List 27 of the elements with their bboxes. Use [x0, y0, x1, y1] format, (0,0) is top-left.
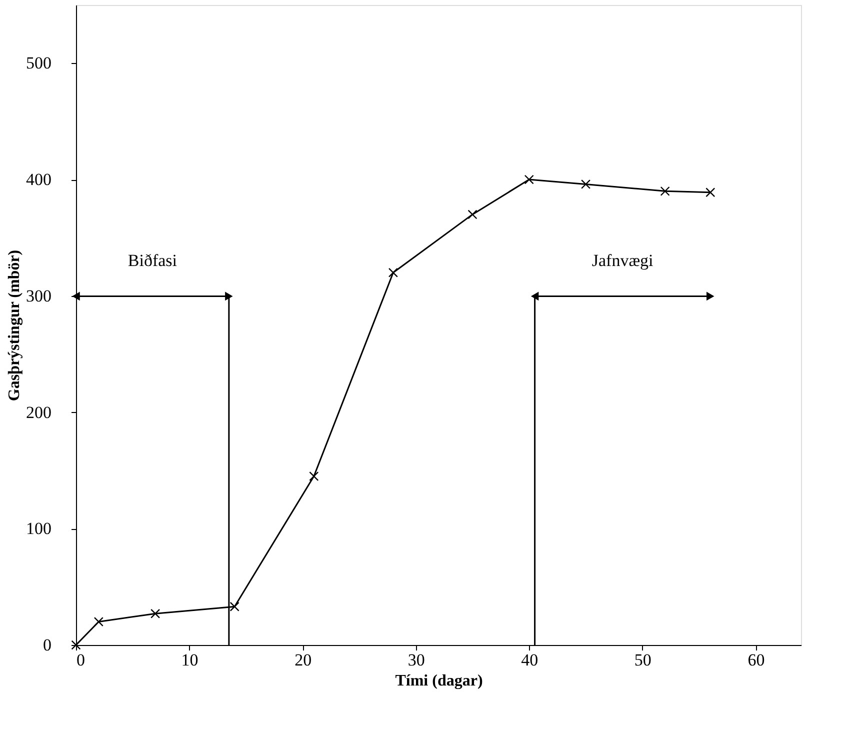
- point: [309, 471, 319, 482]
- y-tick-label: 0: [43, 636, 52, 654]
- y-tick-label: 200: [26, 402, 52, 422]
- y-tick-label: 500: [26, 54, 52, 73]
- x-tick-label: 50: [634, 650, 652, 670]
- point: [468, 210, 478, 220]
- y-axis-title: Gasþrýstingur (mbör): [6, 250, 23, 402]
- point: [524, 174, 534, 184]
- annotation: Biðfasi: [128, 251, 178, 270]
- point: [94, 616, 104, 627]
- point: [660, 186, 670, 196]
- x-tick-label: 60: [748, 650, 765, 670]
- x-axis-title: Tími (dagar): [395, 672, 483, 690]
- point: [230, 602, 240, 612]
- point: [388, 268, 398, 278]
- point: [706, 188, 716, 198]
- x-tick-label: 30: [408, 650, 425, 670]
- y-tick-label: 100: [26, 519, 52, 538]
- x-tick-label: 40: [521, 650, 538, 670]
- y-tick-label: 400: [26, 170, 52, 190]
- annotation: Jafnvægi: [592, 251, 654, 270]
- point: [580, 179, 591, 189]
- x-tick-label: 0: [76, 650, 85, 670]
- x-tick-label: 20: [294, 650, 312, 670]
- y-tick-label: 300: [26, 286, 52, 306]
- x-tick-label: 10: [181, 650, 198, 670]
- point: [150, 608, 160, 618]
